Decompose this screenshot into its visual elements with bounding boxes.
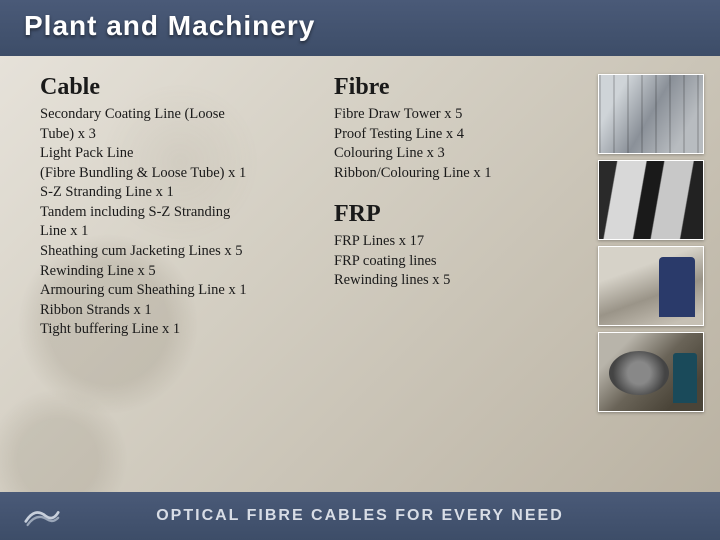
frp-line: FRP coating lines [334, 252, 598, 272]
cable-line: Line x 1 [40, 222, 304, 242]
slide: Plant and Machinery Cable Secondary Coat… [0, 0, 720, 540]
footer-bar: OPTICAL FIBRE CABLES FOR EVERY NEED [0, 492, 720, 540]
company-logo-icon [24, 503, 60, 529]
photo-placeholder-icon [599, 161, 703, 239]
fibre-line: Colouring Line x 3 [334, 144, 598, 164]
photo-placeholder-icon [599, 75, 703, 153]
machinery-photo-4 [598, 332, 704, 412]
cable-body: Secondary Coating Line (Loose Tube) x 3 … [40, 105, 304, 340]
cable-line: Tube) x 3 [40, 125, 304, 145]
slide-title: Plant and Machinery [0, 0, 720, 56]
content-area: Cable Secondary Coating Line (Loose Tube… [0, 56, 720, 492]
cable-line: Ribbon Strands x 1 [40, 301, 304, 321]
frp-line: FRP Lines x 17 [334, 232, 598, 252]
text-columns: Cable Secondary Coating Line (Loose Tube… [40, 74, 598, 492]
machinery-photo-3 [598, 246, 704, 326]
cable-line: Tight buffering Line x 1 [40, 320, 304, 340]
cable-heading: Cable [40, 74, 304, 101]
fibre-line: Fibre Draw Tower x 5 [334, 105, 598, 125]
fibre-body: Fibre Draw Tower x 5 Proof Testing Line … [334, 105, 598, 183]
cable-line: Tandem including S-Z Stranding [40, 203, 304, 223]
cable-line: Secondary Coating Line (Loose [40, 105, 304, 125]
photo-placeholder-icon [599, 247, 703, 325]
frp-line: Rewinding lines x 5 [334, 271, 598, 291]
frp-body: FRP Lines x 17 FRP coating lines Rewindi… [334, 232, 598, 291]
photo-strip [598, 74, 710, 492]
fibre-line: Ribbon/Colouring Line x 1 [334, 164, 598, 184]
left-column: Cable Secondary Coating Line (Loose Tube… [40, 74, 304, 492]
fibre-heading: Fibre [334, 74, 598, 101]
right-column: Fibre Fibre Draw Tower x 5 Proof Testing… [334, 74, 598, 492]
footer-tagline: OPTICAL FIBRE CABLES FOR EVERY NEED [78, 507, 642, 525]
cable-line: Armouring cum Sheathing Line x 1 [40, 281, 304, 301]
machinery-photo-1 [598, 74, 704, 154]
photo-placeholder-icon [599, 333, 703, 411]
cable-line: (Fibre Bundling & Loose Tube) x 1 [40, 164, 304, 184]
frp-heading: FRP [334, 201, 598, 228]
machinery-photo-2 [598, 160, 704, 240]
cable-line: S-Z Stranding Line x 1 [40, 183, 304, 203]
cable-line: Rewinding Line x 5 [40, 262, 304, 282]
fibre-line: Proof Testing Line x 4 [334, 125, 598, 145]
cable-line: Sheathing cum Jacketing Lines x 5 [40, 242, 304, 262]
cable-line: Light Pack Line [40, 144, 304, 164]
